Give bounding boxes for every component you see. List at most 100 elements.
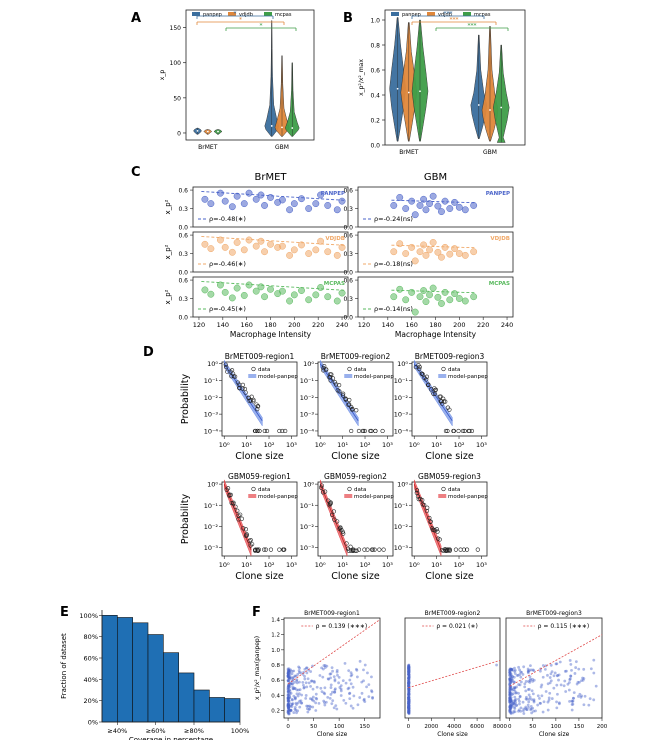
data-point	[475, 547, 480, 552]
data-point	[317, 191, 325, 199]
data-point	[509, 680, 513, 684]
data-point	[422, 298, 430, 306]
data-point	[470, 293, 478, 301]
data-point	[556, 692, 559, 696]
data-point	[455, 250, 463, 257]
data-point	[509, 691, 513, 695]
data-point	[291, 702, 295, 706]
data-point	[292, 711, 296, 714]
data-point	[424, 508, 430, 514]
data-point	[288, 675, 291, 679]
correlation-label: ρ = 0.115 (∗∗∗)	[538, 623, 590, 630]
data-point	[508, 705, 512, 709]
data-point	[286, 696, 290, 700]
data-point	[509, 667, 513, 671]
data-point	[286, 206, 294, 214]
y-tick-label: 0.6	[370, 68, 380, 75]
data-point	[445, 547, 450, 552]
x-tick-label: 50	[310, 724, 317, 730]
data-point	[338, 243, 346, 251]
data-point	[529, 664, 532, 667]
data-point	[407, 692, 411, 696]
data-point	[531, 679, 535, 683]
data-point	[317, 701, 321, 705]
histogram-bar	[117, 617, 133, 723]
data-point	[407, 670, 410, 674]
data-point	[286, 675, 290, 679]
data-point	[221, 197, 229, 205]
data-point	[509, 675, 513, 679]
data-point	[297, 692, 301, 696]
data-point	[462, 428, 467, 434]
data-point	[360, 691, 364, 695]
data-point	[328, 501, 333, 506]
data-point	[550, 697, 554, 700]
data-point	[407, 709, 411, 713]
data-point	[407, 702, 411, 705]
y-tick-label: 150	[170, 25, 182, 32]
data-point	[407, 708, 411, 712]
data-point	[370, 690, 374, 694]
data-point	[434, 248, 442, 256]
y-tick-label: 0	[177, 130, 181, 137]
data-point	[510, 668, 514, 672]
data-point	[407, 665, 410, 668]
x-tick-label: 220	[312, 321, 324, 329]
data-point	[235, 508, 240, 513]
data-point	[570, 708, 574, 712]
data-point	[287, 669, 291, 672]
data-point	[529, 668, 533, 672]
fit-line	[408, 660, 501, 689]
data-point	[532, 669, 536, 673]
data-point	[286, 693, 290, 697]
data-point	[422, 251, 430, 259]
data-point	[407, 684, 410, 688]
x-tick-label: 220	[477, 321, 489, 329]
data-point	[555, 662, 559, 666]
x-axis-label: Clone size	[235, 571, 284, 582]
data-point	[289, 709, 293, 712]
data-point	[287, 672, 290, 675]
data-point	[511, 679, 514, 682]
data-point	[334, 704, 338, 708]
data-point	[568, 699, 571, 703]
data-point	[508, 698, 512, 702]
data-point	[420, 241, 428, 249]
data-point	[553, 671, 557, 675]
data-point	[407, 709, 411, 712]
data-point	[443, 547, 448, 552]
data-point	[513, 695, 517, 699]
data-point	[349, 682, 353, 686]
data-point	[305, 685, 309, 689]
data-point	[407, 667, 410, 671]
data-point	[407, 672, 410, 676]
data-point	[592, 671, 596, 675]
data-point	[346, 402, 351, 407]
legend-marker	[441, 486, 446, 492]
data-point	[519, 675, 523, 679]
data-point	[529, 708, 533, 712]
scatter-frame	[192, 186, 349, 228]
violin-median	[217, 130, 219, 133]
data-point	[305, 250, 313, 257]
data-point	[338, 686, 342, 689]
data-point	[329, 672, 333, 676]
data-point	[407, 682, 410, 686]
data-point	[358, 659, 362, 663]
data-point	[407, 690, 411, 694]
data-point	[288, 681, 292, 685]
data-point	[407, 681, 411, 685]
data-point	[407, 706, 411, 710]
data-point	[509, 696, 513, 700]
data-point	[509, 700, 513, 704]
data-point	[441, 548, 446, 553]
y-tick-label: 0.3	[343, 206, 353, 213]
y-axis-label: Probability	[180, 374, 191, 425]
data-point	[426, 200, 433, 208]
data-point	[509, 703, 512, 707]
data-point	[286, 710, 290, 714]
data-point	[329, 686, 333, 689]
violin-median	[270, 125, 273, 127]
data-point	[407, 698, 411, 701]
data-point	[456, 428, 461, 434]
